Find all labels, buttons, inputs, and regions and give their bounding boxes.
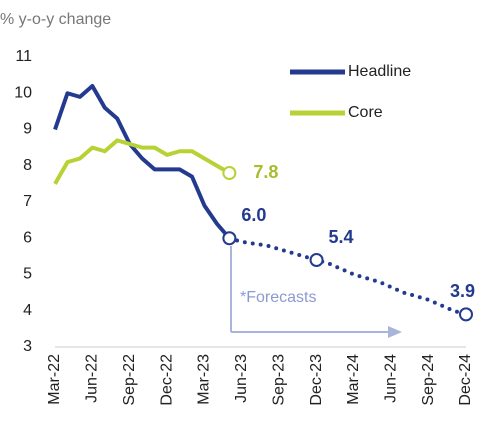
chart-subtitle: % y-o-y change (0, 11, 111, 28)
x-tick-label: Sep-22 (121, 354, 138, 406)
y-tick-label: 9 (23, 121, 32, 138)
x-tick-label: Jun-22 (84, 354, 101, 403)
y-tick-label: 11 (15, 48, 32, 65)
series-line (227, 236, 468, 317)
point-marker (309, 253, 324, 267)
x-tick-label: Mar-24 (345, 354, 362, 405)
y-tick-label: 8 (23, 157, 32, 174)
value-label: 5.4 (329, 227, 354, 247)
y-tick-label: 4 (23, 302, 32, 319)
value-label: 7.8 (253, 162, 278, 182)
x-tick-label: Sep-23 (270, 354, 287, 406)
x-tick-label: Sep-24 (420, 354, 437, 406)
x-tick-label: Dec-22 (158, 354, 175, 406)
series-line (53, 84, 231, 240)
value-label: 3.9 (450, 281, 475, 301)
x-tick-label: Dec-23 (308, 354, 325, 406)
x-tick-label: Jun-23 (233, 354, 250, 403)
series-line (53, 138, 231, 185)
point-marker (222, 231, 237, 246)
x-tick-label: Dec-24 (457, 354, 474, 406)
legend-label: Core (348, 104, 383, 121)
point-marker (459, 307, 473, 322)
annotation: *Forecasts (240, 289, 316, 306)
y-tick-label: 5 (23, 266, 32, 283)
y-tick-label: 6 (23, 229, 32, 246)
x-tick-label: Mar-23 (196, 354, 213, 405)
y-tick-label: 7 (23, 193, 32, 210)
forecast-arrow (230, 246, 402, 338)
x-tick-label: Jun-24 (382, 354, 399, 403)
y-tick-label: 3 (23, 338, 32, 355)
y-tick-label: 10 (14, 84, 32, 101)
value-label: 6.0 (241, 205, 266, 225)
x-tick-label: Mar-22 (46, 354, 63, 405)
point-marker (222, 166, 237, 180)
legend-label: Headline (348, 63, 411, 80)
